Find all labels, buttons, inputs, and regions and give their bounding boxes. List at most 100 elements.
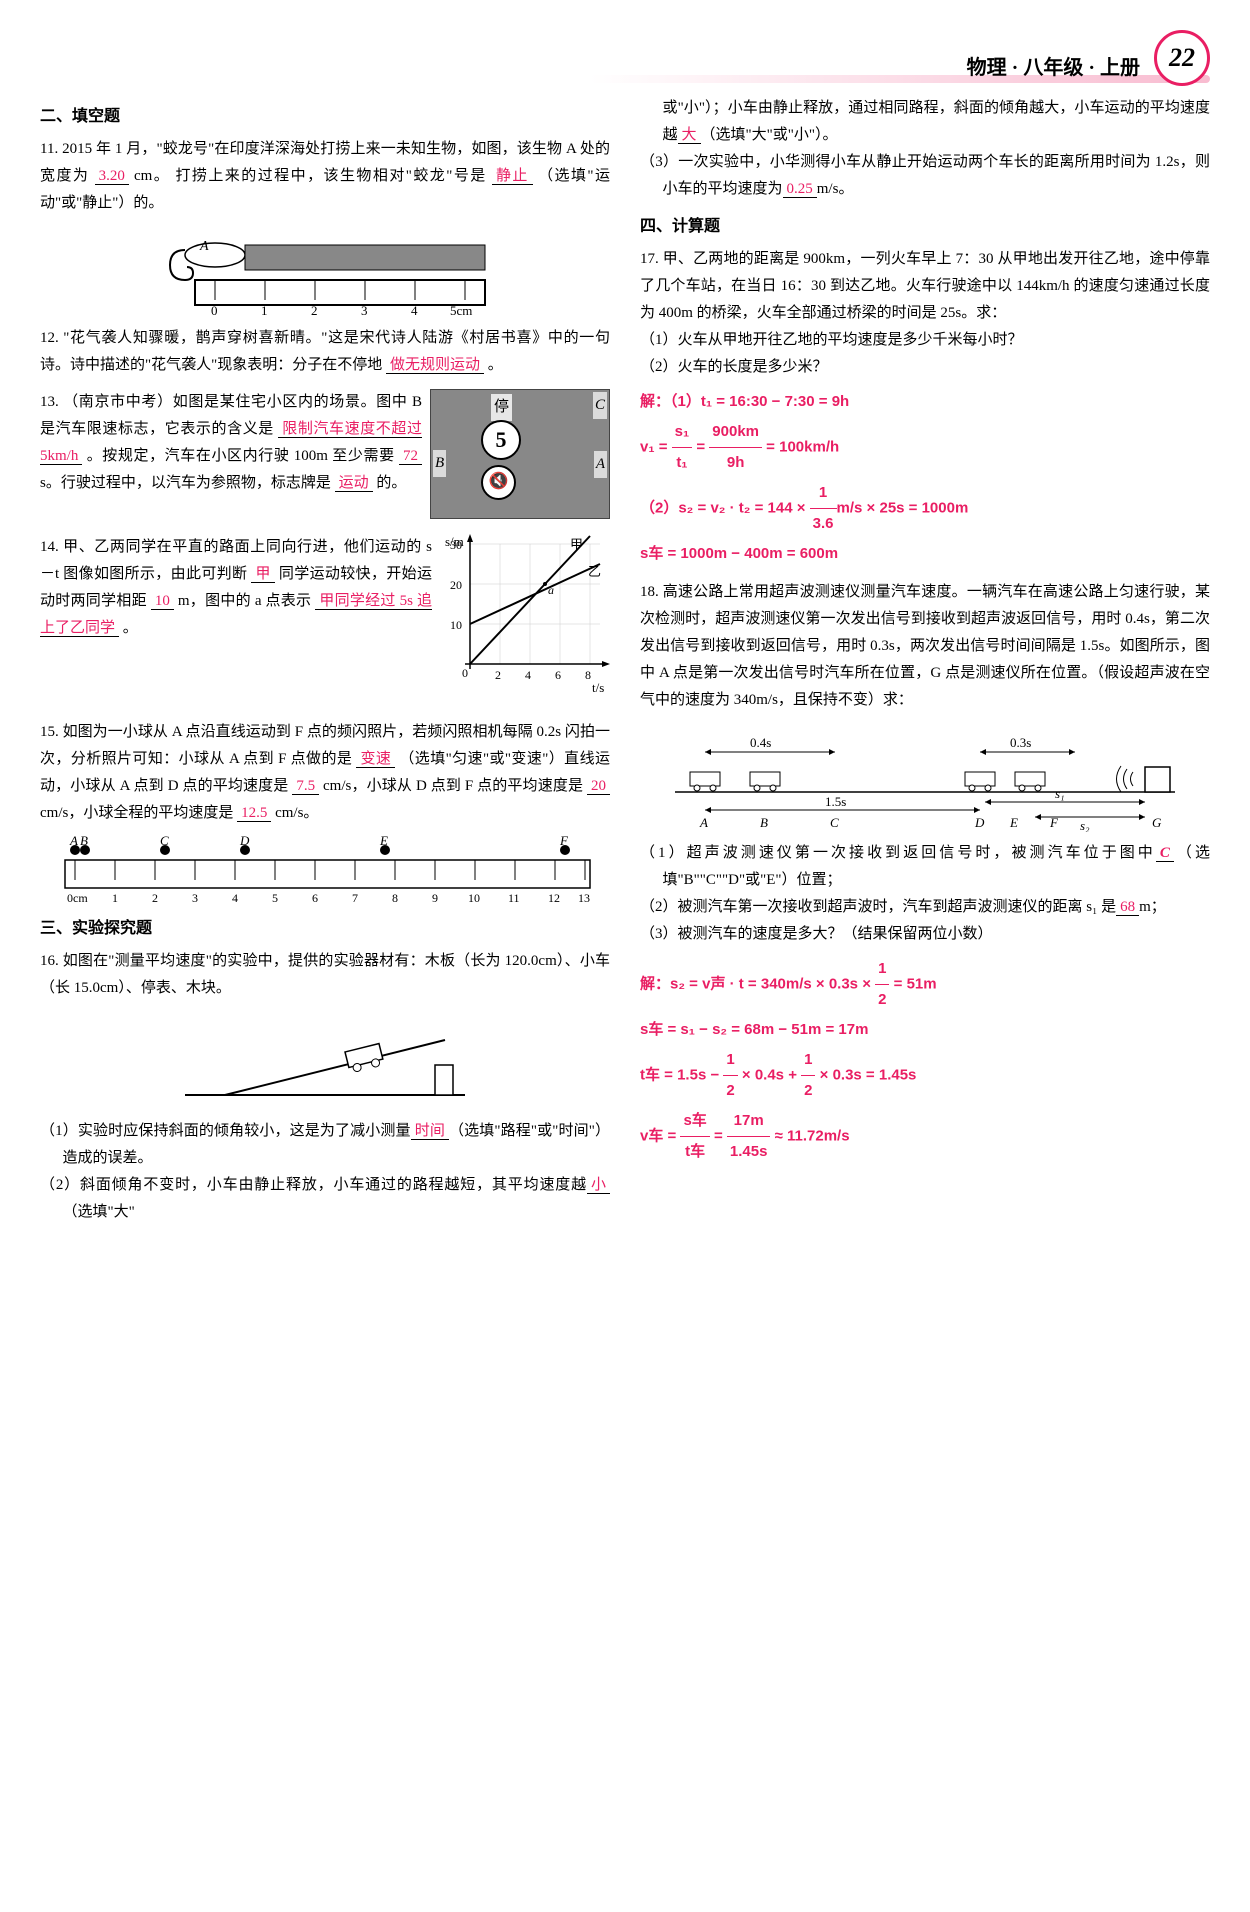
blank: 做无规则运动 <box>386 357 484 374</box>
svg-text:F: F <box>559 835 569 848</box>
text: 斜面倾角不变时，小车由静止释放，小车通过的路程越短，其平均速度越 <box>80 1177 587 1193</box>
blank: 12.5 <box>237 805 271 822</box>
q2: （2）被测汽车第一次接收到超声波时，汽车到超声波测速仪的距离 s₁ 是68m； <box>640 894 1210 921</box>
svg-text:G: G <box>1152 815 1162 830</box>
blank: 10 <box>151 593 174 610</box>
blank: 3.20 <box>95 168 129 185</box>
problem-number: 14. <box>40 539 59 555</box>
blank: C <box>1156 845 1174 862</box>
sol-line: v车 = s车t车 = 17m1.45s ≈ 11.72m/s <box>640 1106 1210 1167</box>
svg-text:8: 8 <box>392 891 398 905</box>
problem-12: 12. "花气袭人知骤暖，鹊声穿树喜新晴。"这是宋代诗人陆游《村居书喜》中的一句… <box>40 325 610 379</box>
section-title-calc: 四、计算题 <box>640 213 1210 242</box>
blank: 0.25 <box>783 181 817 198</box>
svg-text:t/s: t/s <box>592 680 604 694</box>
blank: 变速 <box>356 751 395 768</box>
text: s。行驶过程中，以汽车为参照物，标志牌是 <box>40 475 331 491</box>
svg-text:30: 30 <box>450 538 462 552</box>
text: 。 <box>123 620 138 636</box>
svg-text:E: E <box>1009 815 1018 830</box>
q3: （3）被测汽车的速度是多大？（结果保留两位小数） <box>640 921 1210 948</box>
svg-text:C: C <box>160 835 169 848</box>
graph-14: a 甲 乙 s/m 3020 100 24 68 t/s <box>440 534 610 704</box>
text: m/s。 <box>817 181 854 197</box>
svg-text:9: 9 <box>432 891 438 905</box>
svg-text:D: D <box>974 815 985 830</box>
svg-text:A: A <box>69 835 78 848</box>
text: （选填"大" <box>63 1204 135 1220</box>
left-column: 二、填空题 11. 2015 年 1 月，"蛟龙号"在印度洋深海处打捞上来一未知… <box>40 95 610 1236</box>
text: 打捞上来的过程中，该生物相对"蛟龙"号是 <box>175 168 486 184</box>
blank: 运动 <box>335 475 373 492</box>
text: cm/s。 <box>275 805 318 821</box>
svg-text:B: B <box>760 815 768 830</box>
ruler-figure-15: A B C D E F 0cm1 <box>40 835 610 905</box>
section-title-exp: 三、实验探究题 <box>40 915 610 944</box>
q1: （1）火车从甲地开往乙地的平均速度是多少千米每小时？ <box>640 327 1210 354</box>
problem-number: 16. <box>40 953 59 969</box>
svg-text:A: A <box>699 815 708 830</box>
problem-number: 12. <box>40 330 59 346</box>
sub-1: （1）实验时应保持斜面的倾角较小，这是为了减小测量时间（选填"路程"或"时间"）… <box>40 1118 610 1172</box>
problem-number: 17. <box>640 251 659 267</box>
svg-text:0.3s: 0.3s <box>1010 735 1031 750</box>
svg-text:6: 6 <box>555 668 561 682</box>
text: 甲、乙两地的距离是 900km，一列火车早上 7：30 从甲地出发开往乙地，途中… <box>640 251 1210 321</box>
svg-text:10: 10 <box>468 891 480 905</box>
label-c: C <box>593 392 607 419</box>
problem-18: 18. 高速公路上常用超声波测速仪测量汽车速度。一辆汽车在高速公路上匀速行驶，某… <box>640 579 1210 1167</box>
svg-text:12: 12 <box>548 891 560 905</box>
svg-text:0cm: 0cm <box>67 891 88 905</box>
blank: 时间 <box>411 1123 449 1140</box>
solution-18: 解：s₂ = v声 · t = 340m/s × 0.3s × 12 = 51m… <box>640 954 1210 1167</box>
diagram-18: 0.4s 0.3s 1.5s s₁ s₂ A B C D E F G <box>640 722 1210 832</box>
svg-text:20: 20 <box>450 578 462 592</box>
blank: 20 <box>587 778 610 795</box>
label: （1） <box>40 1123 78 1139</box>
problem-14: a 甲 乙 s/m 3020 100 24 68 t/s 14. 甲、乙两同学在… <box>40 534 610 709</box>
text: 实验时应保持斜面的倾角较小，这是为了减小测量 <box>78 1123 411 1139</box>
text: 。 <box>488 357 503 373</box>
problem-number: 11. <box>40 141 58 157</box>
problem-number: 13. <box>40 394 59 410</box>
svg-text:1: 1 <box>112 891 118 905</box>
svg-text:13: 13 <box>578 891 590 905</box>
blank: 甲 <box>251 566 274 583</box>
horn-sign: 🔇 <box>481 465 516 500</box>
svg-text:4: 4 <box>411 303 418 315</box>
sol-line: s车 = 1000m − 400m = 600m <box>640 539 1210 569</box>
problem-16: 16. 如图在"测量平均速度"的实验中，提供的实验器材有：木板（长为 120.0… <box>40 948 610 1226</box>
problem-16-cont: 或"小"）；小车由静止释放，通过相同路程，斜面的倾角越大，小车运动的平均速度越大… <box>640 95 1210 203</box>
text: 一次实验中，小华测得小车从静止开始运动两个车长的距离所用时间为 1.2s，则小车… <box>663 154 1211 197</box>
text: cm/s，小球从 D 点到 F 点的平均速度是 <box>323 778 583 794</box>
sol-line: 解：s₂ = v声 · t = 340m/s × 0.3s × 12 = 51m <box>640 954 1210 1015</box>
svg-text:2: 2 <box>152 891 158 905</box>
sub-3: （3）一次实验中，小华测得小车从静止开始运动两个车长的距离所用时间为 1.2s，… <box>640 149 1210 203</box>
ting-label: 停 <box>491 394 512 421</box>
incline-figure <box>40 1010 610 1110</box>
sol-line: 解：（1）t₁ = 16:30 − 7:30 = 9h <box>640 387 1210 417</box>
sub-2-cont: 或"小"）；小车由静止释放，通过相同路程，斜面的倾角越大，小车运动的平均速度越大… <box>640 95 1210 149</box>
svg-text:B: B <box>80 835 88 848</box>
label-a: A <box>594 451 607 478</box>
svg-text:1.5s: 1.5s <box>825 794 846 809</box>
blank: 68 <box>1116 899 1139 916</box>
two-columns: 二、填空题 11. 2015 年 1 月，"蛟龙号"在印度洋深海处打捞上来一未知… <box>40 95 1210 1236</box>
text: 的。 <box>376 475 406 491</box>
label: （2） <box>40 1177 80 1193</box>
svg-text:4: 4 <box>525 668 531 682</box>
right-column: 或"小"）；小车由静止释放，通过相同路程，斜面的倾角越大，小车运动的平均速度越大… <box>640 95 1210 1236</box>
svg-text:1: 1 <box>261 303 268 315</box>
blank: 大 <box>678 127 701 144</box>
svg-text:s₁: s₁ <box>1055 786 1065 801</box>
ruler-figure-11: A 01 23 45cm <box>40 225 610 315</box>
svg-text:8: 8 <box>585 668 591 682</box>
page-header: 物理 · 八年级 · 上册 22 <box>40 30 1210 80</box>
svg-text:5: 5 <box>272 891 278 905</box>
photo-13: 停 5 🔇 B C A <box>430 389 610 519</box>
problem-number: 18. <box>640 584 659 600</box>
problem-number: 15. <box>40 724 59 740</box>
book-title: 物理 · 八年级 · 上册 <box>967 50 1140 86</box>
blank: 静止 <box>492 168 533 185</box>
svg-text:A: A <box>199 239 209 254</box>
